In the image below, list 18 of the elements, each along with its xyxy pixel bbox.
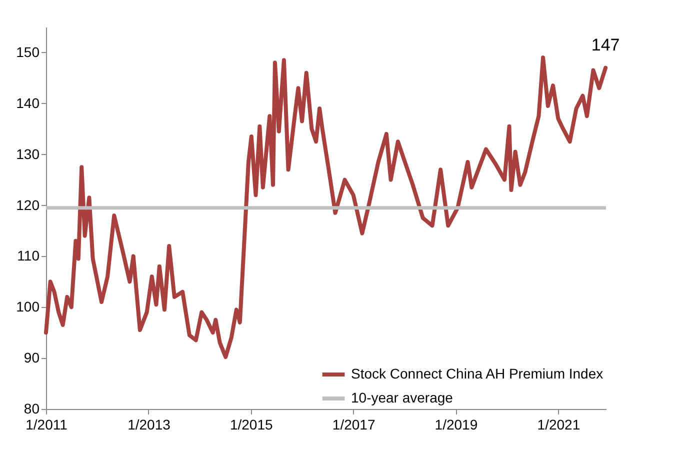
- legend-label: Stock Connect China AH Premium Index: [351, 366, 604, 382]
- x-tick-label: 1/2015: [230, 416, 273, 432]
- y-tick-label: 100: [16, 298, 40, 315]
- x-tick-label: 1/2011: [26, 416, 68, 432]
- y-tick-label: 150: [16, 44, 40, 60]
- y-tick-label: 130: [16, 146, 40, 162]
- y-tick-label: 140: [16, 94, 40, 111]
- y-tick-label: 80: [24, 400, 40, 416]
- y-tick-label: 110: [17, 248, 40, 264]
- annotation: 147: [591, 36, 620, 55]
- legend-label: 10-year average: [351, 390, 454, 406]
- x-tick-label: 1/2021: [537, 416, 580, 432]
- line-series: [44, 56, 608, 360]
- x-tick-label: 1/2017: [332, 416, 376, 432]
- y-tick-label: 120: [16, 196, 40, 213]
- x-tick-label: 1/2013: [128, 416, 171, 432]
- y-tick-label: 90: [24, 350, 40, 366]
- x-tick-label: 1/2019: [434, 416, 478, 432]
